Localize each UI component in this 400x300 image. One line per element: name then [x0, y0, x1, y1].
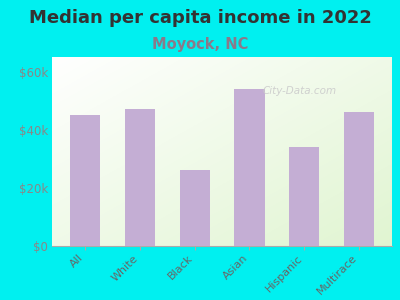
Bar — [234, 89, 264, 246]
Text: City-Data.com: City-Data.com — [263, 86, 337, 96]
Bar — [344, 112, 374, 246]
Bar — [180, 170, 210, 246]
Bar — [70, 115, 100, 246]
Bar — [289, 147, 319, 246]
Text: Moyock, NC: Moyock, NC — [152, 38, 248, 52]
Bar — [125, 109, 155, 246]
Text: Median per capita income in 2022: Median per capita income in 2022 — [28, 9, 372, 27]
